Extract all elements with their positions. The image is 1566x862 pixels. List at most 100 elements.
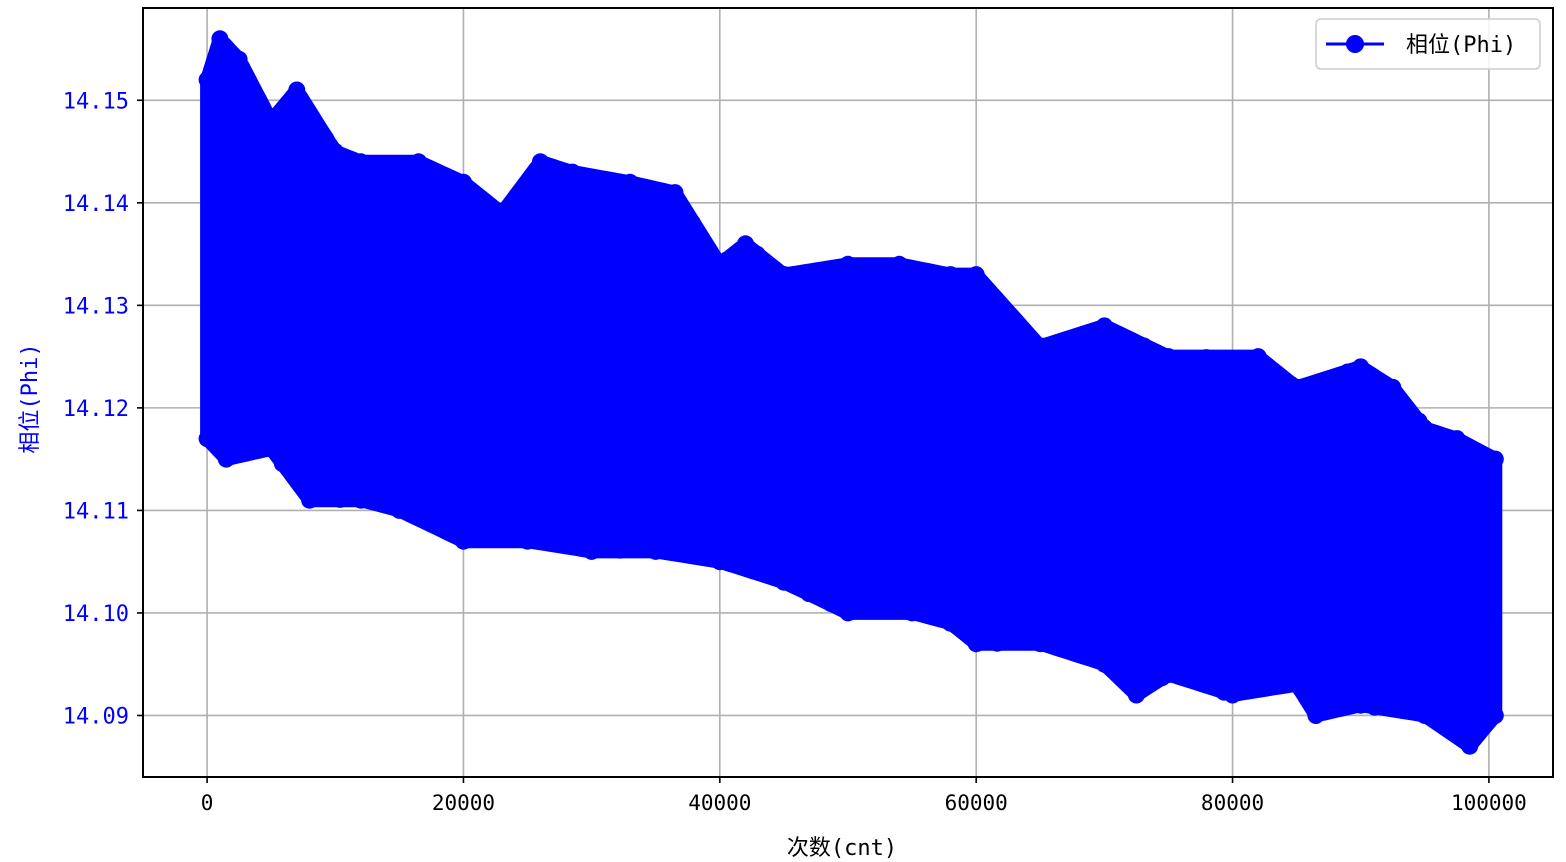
data-point [1173, 662, 1191, 680]
x-tick-label: 60000 [945, 791, 1008, 815]
data-point [373, 476, 391, 494]
data-point-extreme-25 [1288, 378, 1306, 396]
data-point-extreme-36 [390, 501, 408, 519]
data-point [1369, 693, 1387, 711]
data-point-extreme-46 [967, 635, 985, 653]
data-point-extreme-28 [1416, 419, 1434, 437]
data-point-extreme-56 [1461, 737, 1479, 755]
data-point [1455, 443, 1473, 461]
data-point [1405, 692, 1423, 710]
data-point-extreme-52 [1288, 676, 1306, 694]
legend-marker [1346, 35, 1364, 53]
data-point-extreme-17 [839, 255, 857, 273]
data-point [593, 522, 611, 540]
data-point-extreme-6 [352, 153, 370, 171]
data-point-extreme-10 [531, 153, 549, 171]
data-point [643, 521, 661, 539]
data-point-extreme-41 [711, 553, 729, 571]
data-point [718, 271, 736, 289]
data-point-extreme-15 [737, 235, 754, 253]
data-point [239, 434, 256, 452]
data-point [611, 541, 629, 559]
data-point [1291, 392, 1309, 410]
data-point [1375, 680, 1393, 698]
y-axis-label: 相位(Phi) [18, 343, 43, 453]
data-point-extreme-24 [1249, 348, 1267, 366]
x-tick-label: 20000 [432, 791, 495, 815]
legend: 相位(Phi) [1315, 18, 1541, 70]
y-tick-label: 14.12 [63, 397, 129, 422]
data-point [1389, 401, 1407, 419]
data-point-extreme-7 [410, 153, 428, 171]
data-point-extreme-18 [890, 255, 908, 273]
data-point-extreme-1 [211, 30, 229, 48]
data-point [421, 506, 439, 523]
data-point-extreme-19 [942, 266, 959, 284]
data-point-extreme-33 [262, 440, 280, 458]
data-point-extreme-38 [519, 532, 536, 550]
data-point [553, 535, 571, 553]
data-point-extreme-32 [217, 450, 235, 468]
data-point [312, 481, 330, 499]
data-point [307, 114, 325, 132]
data-point [529, 518, 547, 536]
data-point-extreme-5 [326, 143, 344, 160]
data-point [478, 521, 496, 539]
data-point [1336, 376, 1354, 394]
data-point [1309, 690, 1327, 708]
x-tick-label: 40000 [688, 791, 751, 815]
data-point [1456, 714, 1474, 732]
x-axis-label: 次数(cnt) [787, 836, 897, 861]
data-point [1207, 667, 1225, 685]
data-point [573, 527, 591, 545]
data-point [701, 242, 719, 260]
data-point [1122, 672, 1140, 690]
data-point [1218, 364, 1236, 382]
data-point-extreme-12 [621, 173, 639, 191]
data-point [424, 173, 442, 191]
axes: 0 20000 40000 60000 80000 100000 14.09 14.10 14.… [18, 7, 1554, 861]
data-point [1424, 692, 1441, 710]
data-point-extreme-55 [1416, 707, 1434, 724]
data-point-extreme-8 [455, 173, 472, 191]
data-point [955, 606, 973, 624]
data-point [1202, 358, 1220, 375]
data-point-extreme-20 [967, 266, 985, 284]
data-point-extreme-42 [775, 573, 793, 591]
data-point-extreme-31 [198, 430, 216, 448]
plot-frame [142, 7, 1554, 778]
data-point [317, 129, 334, 147]
data-point [443, 512, 461, 530]
y-tick-label: 14.15 [63, 89, 129, 114]
data-point [866, 267, 884, 285]
data-point-extreme-14 [711, 255, 729, 273]
data-point [919, 282, 937, 300]
data-point-extreme-27 [1384, 378, 1402, 396]
data-point [513, 188, 531, 206]
data-point [273, 455, 291, 473]
data-point [675, 212, 693, 230]
data-point-extreme-43 [839, 604, 857, 622]
data-point-extreme-3 [262, 112, 280, 130]
data-point [1019, 334, 1036, 352]
data-point-extreme-37 [455, 532, 472, 550]
data-point-extreme-35 [352, 491, 370, 509]
data-point-extreme-50 [1160, 666, 1177, 683]
data-point [1005, 318, 1023, 336]
data-point-extreme-34 [301, 491, 319, 509]
legend-entry-label: 相位(Phi) [1406, 33, 1516, 58]
data-point-extreme-23 [1160, 348, 1177, 366]
data-point [550, 172, 568, 190]
data-point [1109, 663, 1127, 681]
data-point [1009, 625, 1027, 643]
data-point [659, 201, 677, 219]
data-point-extreme-54 [1352, 696, 1370, 714]
data-point-extreme-30 [1486, 450, 1504, 468]
data-point [1078, 630, 1096, 648]
data-point [1267, 662, 1285, 680]
data-point-extreme-9 [493, 204, 511, 222]
data-point-extreme-29 [1448, 430, 1466, 448]
data-point-extreme-48 [1095, 655, 1113, 673]
data-point [464, 197, 481, 215]
